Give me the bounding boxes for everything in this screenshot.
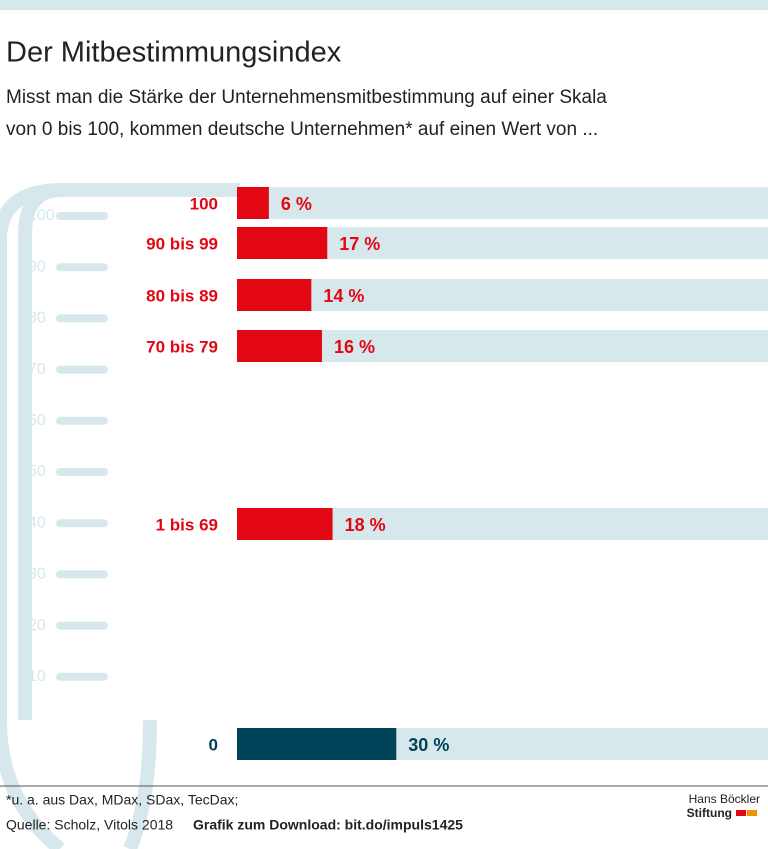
category-label: 70 bis 79 [146, 337, 218, 356]
value-label: 6 % [281, 194, 312, 214]
logo-mark [747, 810, 757, 816]
bar [237, 330, 322, 362]
bar [237, 187, 269, 219]
top-band [0, 0, 768, 10]
scale-label: 60 [28, 412, 46, 429]
category-label: 80 bis 89 [146, 286, 218, 305]
bar [237, 279, 312, 311]
value-label: 14 % [323, 286, 364, 306]
scale-label: 80 [28, 310, 46, 327]
bar-track [237, 187, 768, 219]
category-label: 0 [209, 735, 218, 754]
bar [237, 227, 328, 259]
scale-label: 30 [28, 566, 46, 583]
value-label: 16 % [334, 337, 375, 357]
footnote: *u. a. aus Dax, MDax, SDax, TecDax; [6, 792, 238, 808]
logo: Hans Böckler [689, 792, 760, 806]
scale-label: 90 [28, 258, 46, 275]
bar-track [237, 330, 768, 362]
subtitle: von 0 bis 100, kommen deutsche Unternehm… [6, 119, 598, 140]
category-label: 90 bis 99 [146, 234, 218, 253]
thermometer [0, 183, 240, 849]
category-label: 100 [190, 194, 218, 213]
value-label: 30 % [408, 735, 449, 755]
chart-title: Der Mitbestimmungsindex [6, 37, 342, 69]
scale-label: 50 [28, 463, 46, 480]
download: Grafik zum Download: bit.do/impuls1425 [193, 817, 463, 833]
scale-label: 100 [28, 207, 55, 224]
logo-mark [736, 810, 746, 816]
bar-track [237, 279, 768, 311]
bar [237, 728, 397, 760]
subtitle: Misst man die Stärke der Unternehmensmit… [6, 87, 607, 108]
scale-label: 20 [28, 617, 46, 634]
category-label: 1 bis 69 [156, 515, 218, 534]
scale-label: 70 [28, 361, 46, 378]
bar [237, 508, 333, 540]
scale-label: 10 [28, 668, 46, 685]
scale-label: 40 [28, 514, 46, 531]
logo: Stiftung [687, 806, 732, 820]
value-label: 17 % [339, 234, 380, 254]
value-label: 18 % [345, 515, 386, 535]
source: Quelle: Scholz, Vitols 2018 [6, 817, 173, 833]
